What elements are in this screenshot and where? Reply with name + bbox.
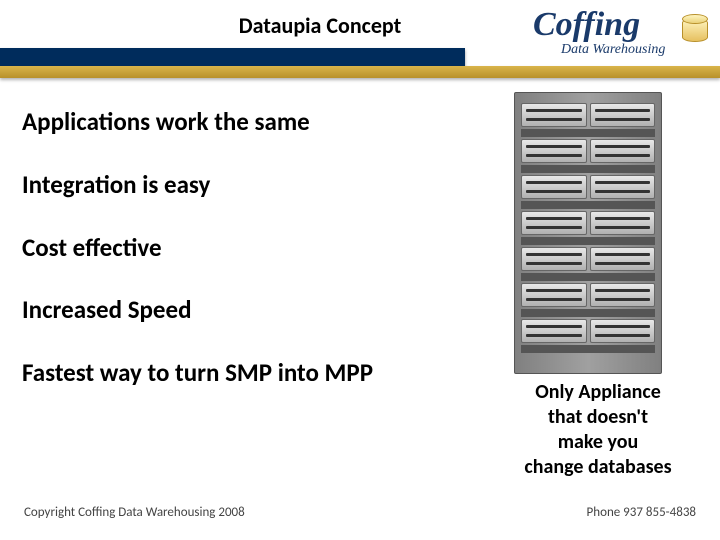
bullet-item: Increased Speed [22, 296, 482, 325]
caption-line: change databases [524, 455, 671, 479]
bullet-item: Applications work the same [22, 108, 482, 137]
rack-caption: Only Appliance that doesn't make you cha… [498, 380, 698, 480]
slide: Dataupia Concept Coffing Data Warehousin… [0, 0, 720, 540]
bullet-item: Cost effective [22, 234, 482, 263]
title-block: Dataupia Concept [170, 12, 470, 39]
caption-line: make you [558, 430, 639, 454]
bullet-item: Integration is easy [22, 171, 482, 200]
header-bar-dark [0, 48, 465, 66]
logo-main-text: Coffing [533, 8, 640, 42]
slide-title: Dataupia Concept [170, 12, 470, 39]
bullet-item: Fastest way to turn SMP into MPP [22, 359, 482, 388]
footer-copyright: Copyright Coffing Data Warehousing 2008 [24, 505, 245, 520]
footer-phone: Phone 937 855-4838 [587, 505, 696, 520]
logo-sub-text: Data Warehousing [561, 42, 665, 58]
logo: Coffing Data Warehousing [533, 4, 708, 76]
caption-line: Only Appliance [535, 380, 661, 404]
server-rack-image [514, 92, 662, 374]
bullet-list: Applications work the same Integration i… [22, 108, 482, 422]
database-icon [682, 10, 708, 44]
caption-line: that doesn't [548, 405, 648, 429]
